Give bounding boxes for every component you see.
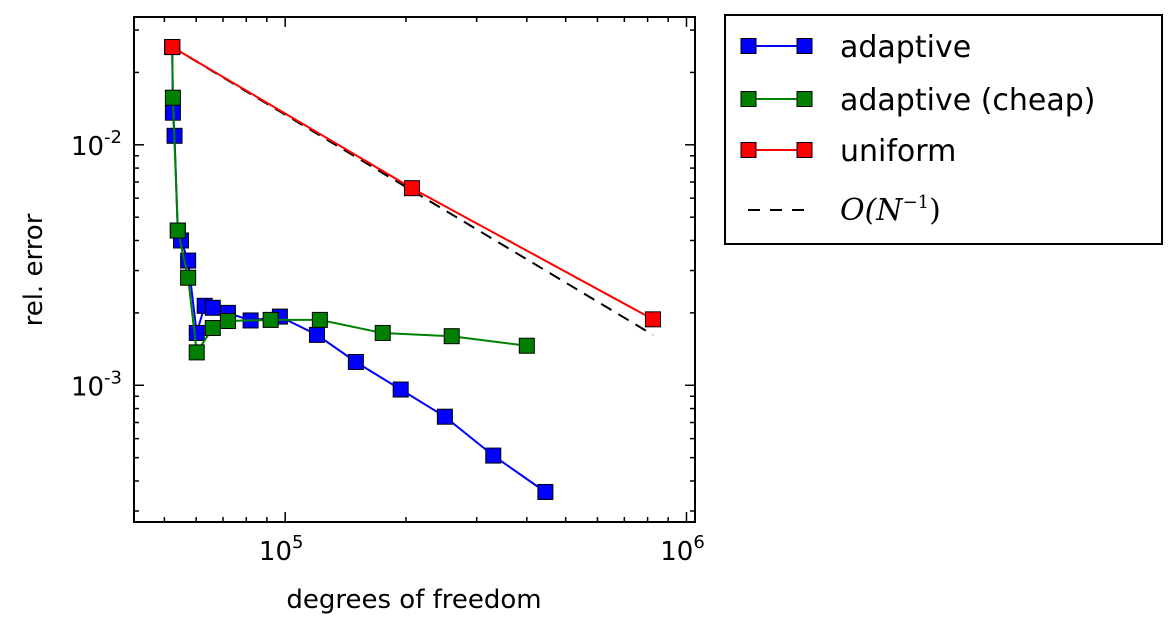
plot-area: [164, 39, 661, 500]
data-point-adaptive-cheap: [204, 320, 221, 337]
legend-marker-uniform: [740, 142, 757, 158]
axis-ticks: [134, 17, 695, 522]
data-point-adaptive: [485, 447, 502, 464]
plot-frame: [133, 16, 696, 523]
y-axis-label: rel. error: [19, 213, 49, 326]
data-point-uniform: [403, 180, 420, 197]
x-axis-label: degrees of freedom: [286, 585, 541, 615]
legend-math-exp: −1: [903, 192, 930, 213]
x-tick-base: 10: [660, 537, 693, 567]
data-point-adaptive-cheap: [262, 311, 279, 328]
data-point-adaptive-cheap: [188, 344, 205, 361]
data-point-uniform: [164, 39, 181, 56]
legend-label-big-o: O(N−1): [840, 192, 941, 228]
legend-math-close: ): [929, 193, 941, 228]
data-point-adaptive: [347, 353, 364, 370]
legend-label-uniform: uniform: [840, 134, 956, 169]
data-point-adaptive-cheap: [219, 313, 236, 330]
data-point-adaptive: [188, 324, 205, 341]
x-tick-label: 105: [259, 532, 304, 567]
data-point-adaptive: [204, 299, 221, 316]
data-point-adaptive-cheap: [443, 328, 460, 345]
legend-marker-adaptive: [740, 38, 757, 54]
y-tick-base: 10: [71, 372, 104, 402]
y-tick-exp: -2: [104, 127, 122, 148]
data-point-adaptive-cheap: [180, 269, 197, 286]
x-tick-exp: 6: [693, 532, 704, 553]
data-point-adaptive: [436, 408, 453, 425]
data-point-adaptive-cheap: [169, 222, 186, 239]
legend-marker-adaptive-cheap: [796, 91, 813, 107]
x-tick-exp: 5: [292, 532, 303, 553]
data-point-adaptive-cheap: [164, 89, 181, 106]
y-tick-label: 10-3: [71, 367, 122, 402]
data-point-adaptive-cheap: [374, 324, 391, 341]
data-point-adaptive: [537, 483, 554, 500]
data-point-adaptive-cheap: [518, 337, 535, 354]
legend-marker-adaptive: [796, 38, 813, 54]
y-tick-label: 10-2: [71, 127, 122, 162]
data-point-adaptive: [392, 381, 409, 398]
legend-math-body: O(N: [840, 193, 904, 228]
legend-marker-uniform: [796, 142, 813, 158]
data-point-adaptive-cheap: [311, 311, 328, 328]
x-tick-label: 106: [660, 532, 705, 567]
legend-label-adaptive: adaptive: [840, 30, 971, 65]
data-point-uniform: [644, 311, 661, 328]
y-tick-base: 10: [71, 132, 104, 162]
data-point-adaptive: [308, 326, 325, 343]
legend-marker-adaptive-cheap: [740, 91, 757, 107]
y-tick-exp: -3: [104, 367, 122, 388]
legend-label-adaptive-cheap: adaptive (cheap): [840, 83, 1096, 118]
legend: adaptive adaptive (cheap) uniform O(N−1): [724, 14, 1163, 245]
x-tick-base: 10: [259, 537, 292, 567]
